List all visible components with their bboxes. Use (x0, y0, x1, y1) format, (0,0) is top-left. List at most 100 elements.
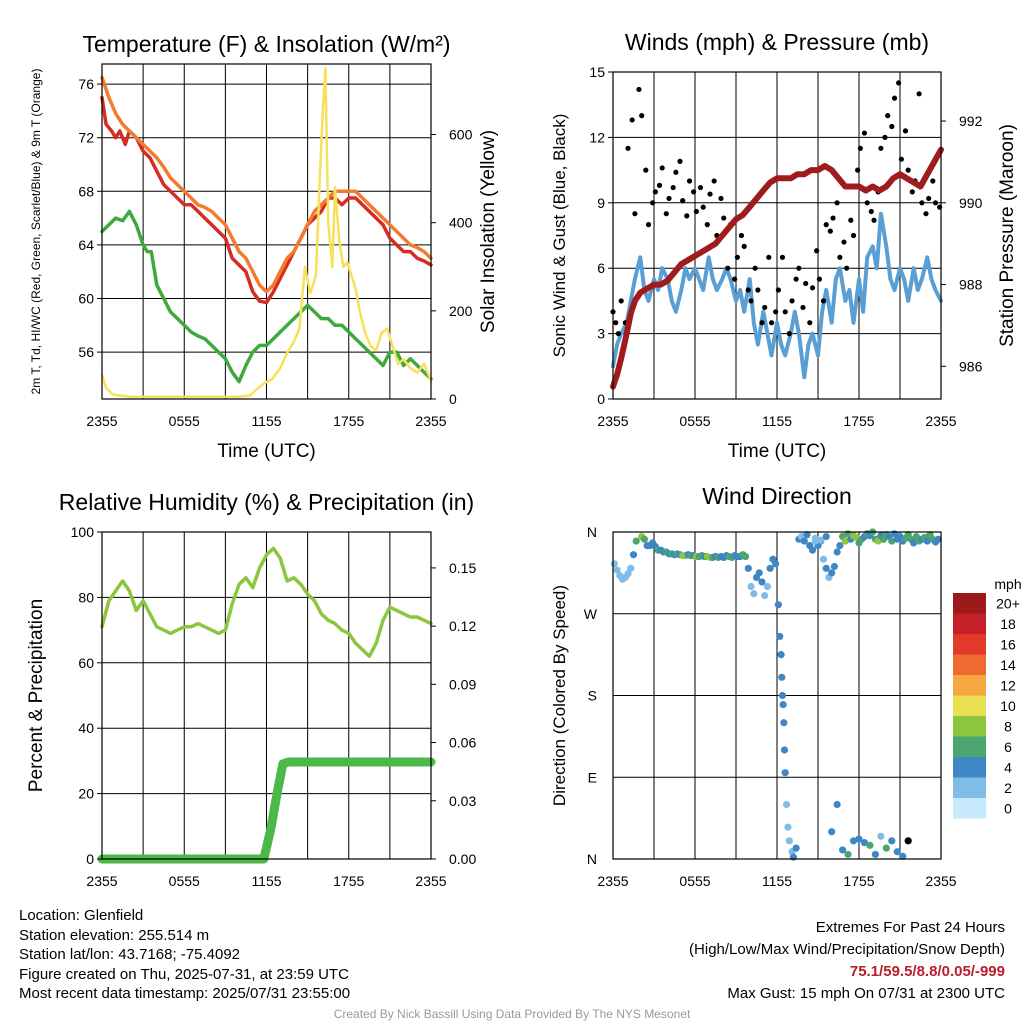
panel2-y-tick-label: 6 (597, 260, 605, 276)
panel4-direction-point (782, 800, 791, 809)
panel4-direction-point (923, 537, 931, 545)
panel4-direction-point (844, 850, 852, 859)
panel1-9m-t-line (100, 75, 433, 294)
panel2-sonic-gust-point (711, 178, 717, 184)
panel4-legend-label: 8 (1004, 718, 1012, 734)
panel4-direction-point (910, 539, 918, 547)
panel2-sonic-gust-point (629, 117, 635, 123)
panel4-direction-point (766, 564, 774, 572)
panel2-sonic-gust-point (693, 208, 699, 215)
panel3-rh-line (100, 546, 433, 659)
panel4-direction-point (899, 852, 907, 860)
panel2-sonic-gust-point (919, 200, 925, 206)
panel2-sonic-gust-point (820, 298, 827, 304)
panel2-station-pressure-line (610, 146, 944, 390)
panel4-legend-label: 2 (1004, 780, 1012, 796)
panel4-legend-swatch (953, 634, 986, 655)
panel2-sonic-gust-point (868, 208, 874, 215)
panel3-y-tick-label: 60 (78, 655, 94, 671)
panel3-y2-tick-label: 0.06 (449, 735, 476, 751)
panel2-sonic-gust-point (645, 222, 652, 228)
panel2-sonic-gust-point (759, 320, 765, 326)
panel2-sonic-gust-point (766, 254, 772, 260)
panel2-sonic-gust-point (885, 113, 891, 119)
panel4-direction-point (866, 841, 874, 849)
panel2-sonic-gust-point (926, 195, 932, 202)
panel4-direction-point (784, 823, 792, 831)
panel2-sonic-gust-point (809, 285, 816, 291)
panel2-sonic-gust-point (916, 91, 922, 97)
panel2-sonic-gust-point (844, 265, 850, 271)
panel2-x-tick-label: 1155 (762, 413, 792, 429)
panel4-direction-point (828, 569, 836, 577)
panel4-x-tick-label: 0555 (679, 873, 710, 889)
panel1-y-tick-label: 56 (78, 344, 94, 360)
panel4-legend-label: 16 (1000, 636, 1016, 652)
panel4-direction-point (828, 828, 836, 836)
panel2-frame (612, 71, 942, 400)
panel2-sonic-gust-point (762, 304, 768, 311)
panel4-direction-point (934, 535, 942, 543)
panel2-sonic-gust-point (745, 287, 751, 293)
panel2-sonic-gust-point (625, 145, 631, 151)
panel2-sonic-gust-point (807, 320, 813, 326)
panel2-sonic-gust-point (882, 134, 888, 140)
location-text: Location: Glenfield (19, 907, 144, 924)
panel4-y-axis-label: Direction (Colored By Speed) (550, 585, 569, 806)
panel2-sonic-gust-point (793, 276, 799, 282)
panel2-sonic-gust-point (841, 239, 847, 245)
panel1-solar-insolation-line (100, 67, 433, 399)
panel2-sonic-gust-point (871, 217, 877, 223)
panel4-legend-label: 14 (1000, 657, 1016, 673)
panel4-y-tick-label: S (588, 688, 597, 704)
panel2-x-tick-label: 1755 (843, 413, 874, 429)
panel2-sonic-gust-point (930, 178, 936, 184)
panel3-x-tick-label: 2355 (86, 873, 117, 889)
panel1-y2-tick-label: 400 (449, 215, 473, 231)
panel4-direction-point (761, 591, 769, 600)
panel2-sonic-gust-point (932, 200, 939, 206)
panel1-y-tick-label: 76 (78, 76, 94, 92)
panel4-direction-point (882, 844, 890, 852)
panel2-sonic-gust-point (725, 265, 731, 271)
panel2-sonic-gust-point (773, 309, 779, 315)
panel4-direction-point (624, 570, 632, 578)
panel3-y2-tick-label: 0.09 (449, 676, 476, 692)
panel4-legend-swatch (953, 593, 986, 614)
panel2-sonic-gust-point (909, 189, 915, 195)
panel4-direction-point (849, 837, 858, 845)
panel1-2m-t-line (100, 95, 433, 305)
panel2-sonic-gust-point (755, 287, 761, 293)
panel2-sonic-gust-point (789, 298, 795, 304)
panel4-legend-label: 12 (1000, 677, 1016, 693)
panel4-direction-point (877, 832, 885, 840)
panel2-x-tick-label: 0555 (679, 413, 710, 429)
panel2-y-tick-label: 0 (597, 391, 605, 407)
panel3-x-tick-label: 1155 (251, 873, 281, 889)
panel4-legend-label: 6 (1004, 739, 1012, 755)
panel2-y-tick-label: 15 (589, 64, 605, 80)
panel2-sonic-gust-point (848, 217, 854, 223)
panel4-direction-point (750, 590, 758, 598)
panel4-direction-point (792, 844, 800, 852)
panel4-direction-point (763, 582, 772, 591)
panel2-sonic-gust-point (659, 165, 665, 171)
panel4-x-tick-label: 1155 (762, 873, 792, 889)
panel4-direction-point (811, 537, 819, 545)
panel4-title: Wind Direction (702, 483, 852, 509)
panel3-y-tick-label: 0 (86, 851, 94, 867)
extremes-panel: Extremes For Past 24 Hours (High/Low/Max… (689, 917, 1005, 1005)
panel4-y-tick-label: E (588, 769, 597, 785)
panel2-sonic-gust-point (684, 213, 690, 219)
created-text: Figure created on Thu, 2025-07-31, at 23… (19, 965, 349, 983)
panel4-direction-point (817, 536, 825, 544)
panel1-x-tick-label: 2355 (86, 413, 117, 429)
panel4-direction-point (780, 719, 788, 727)
panel4-legend-swatch (953, 736, 986, 757)
panel4-legend-swatch (953, 675, 986, 696)
panel4-direction-point (871, 850, 880, 859)
panel2-sonic-gust-point (734, 254, 740, 260)
panel2-sonic-gust-point (800, 304, 806, 311)
panel2-sonic-gust-point (700, 204, 706, 210)
